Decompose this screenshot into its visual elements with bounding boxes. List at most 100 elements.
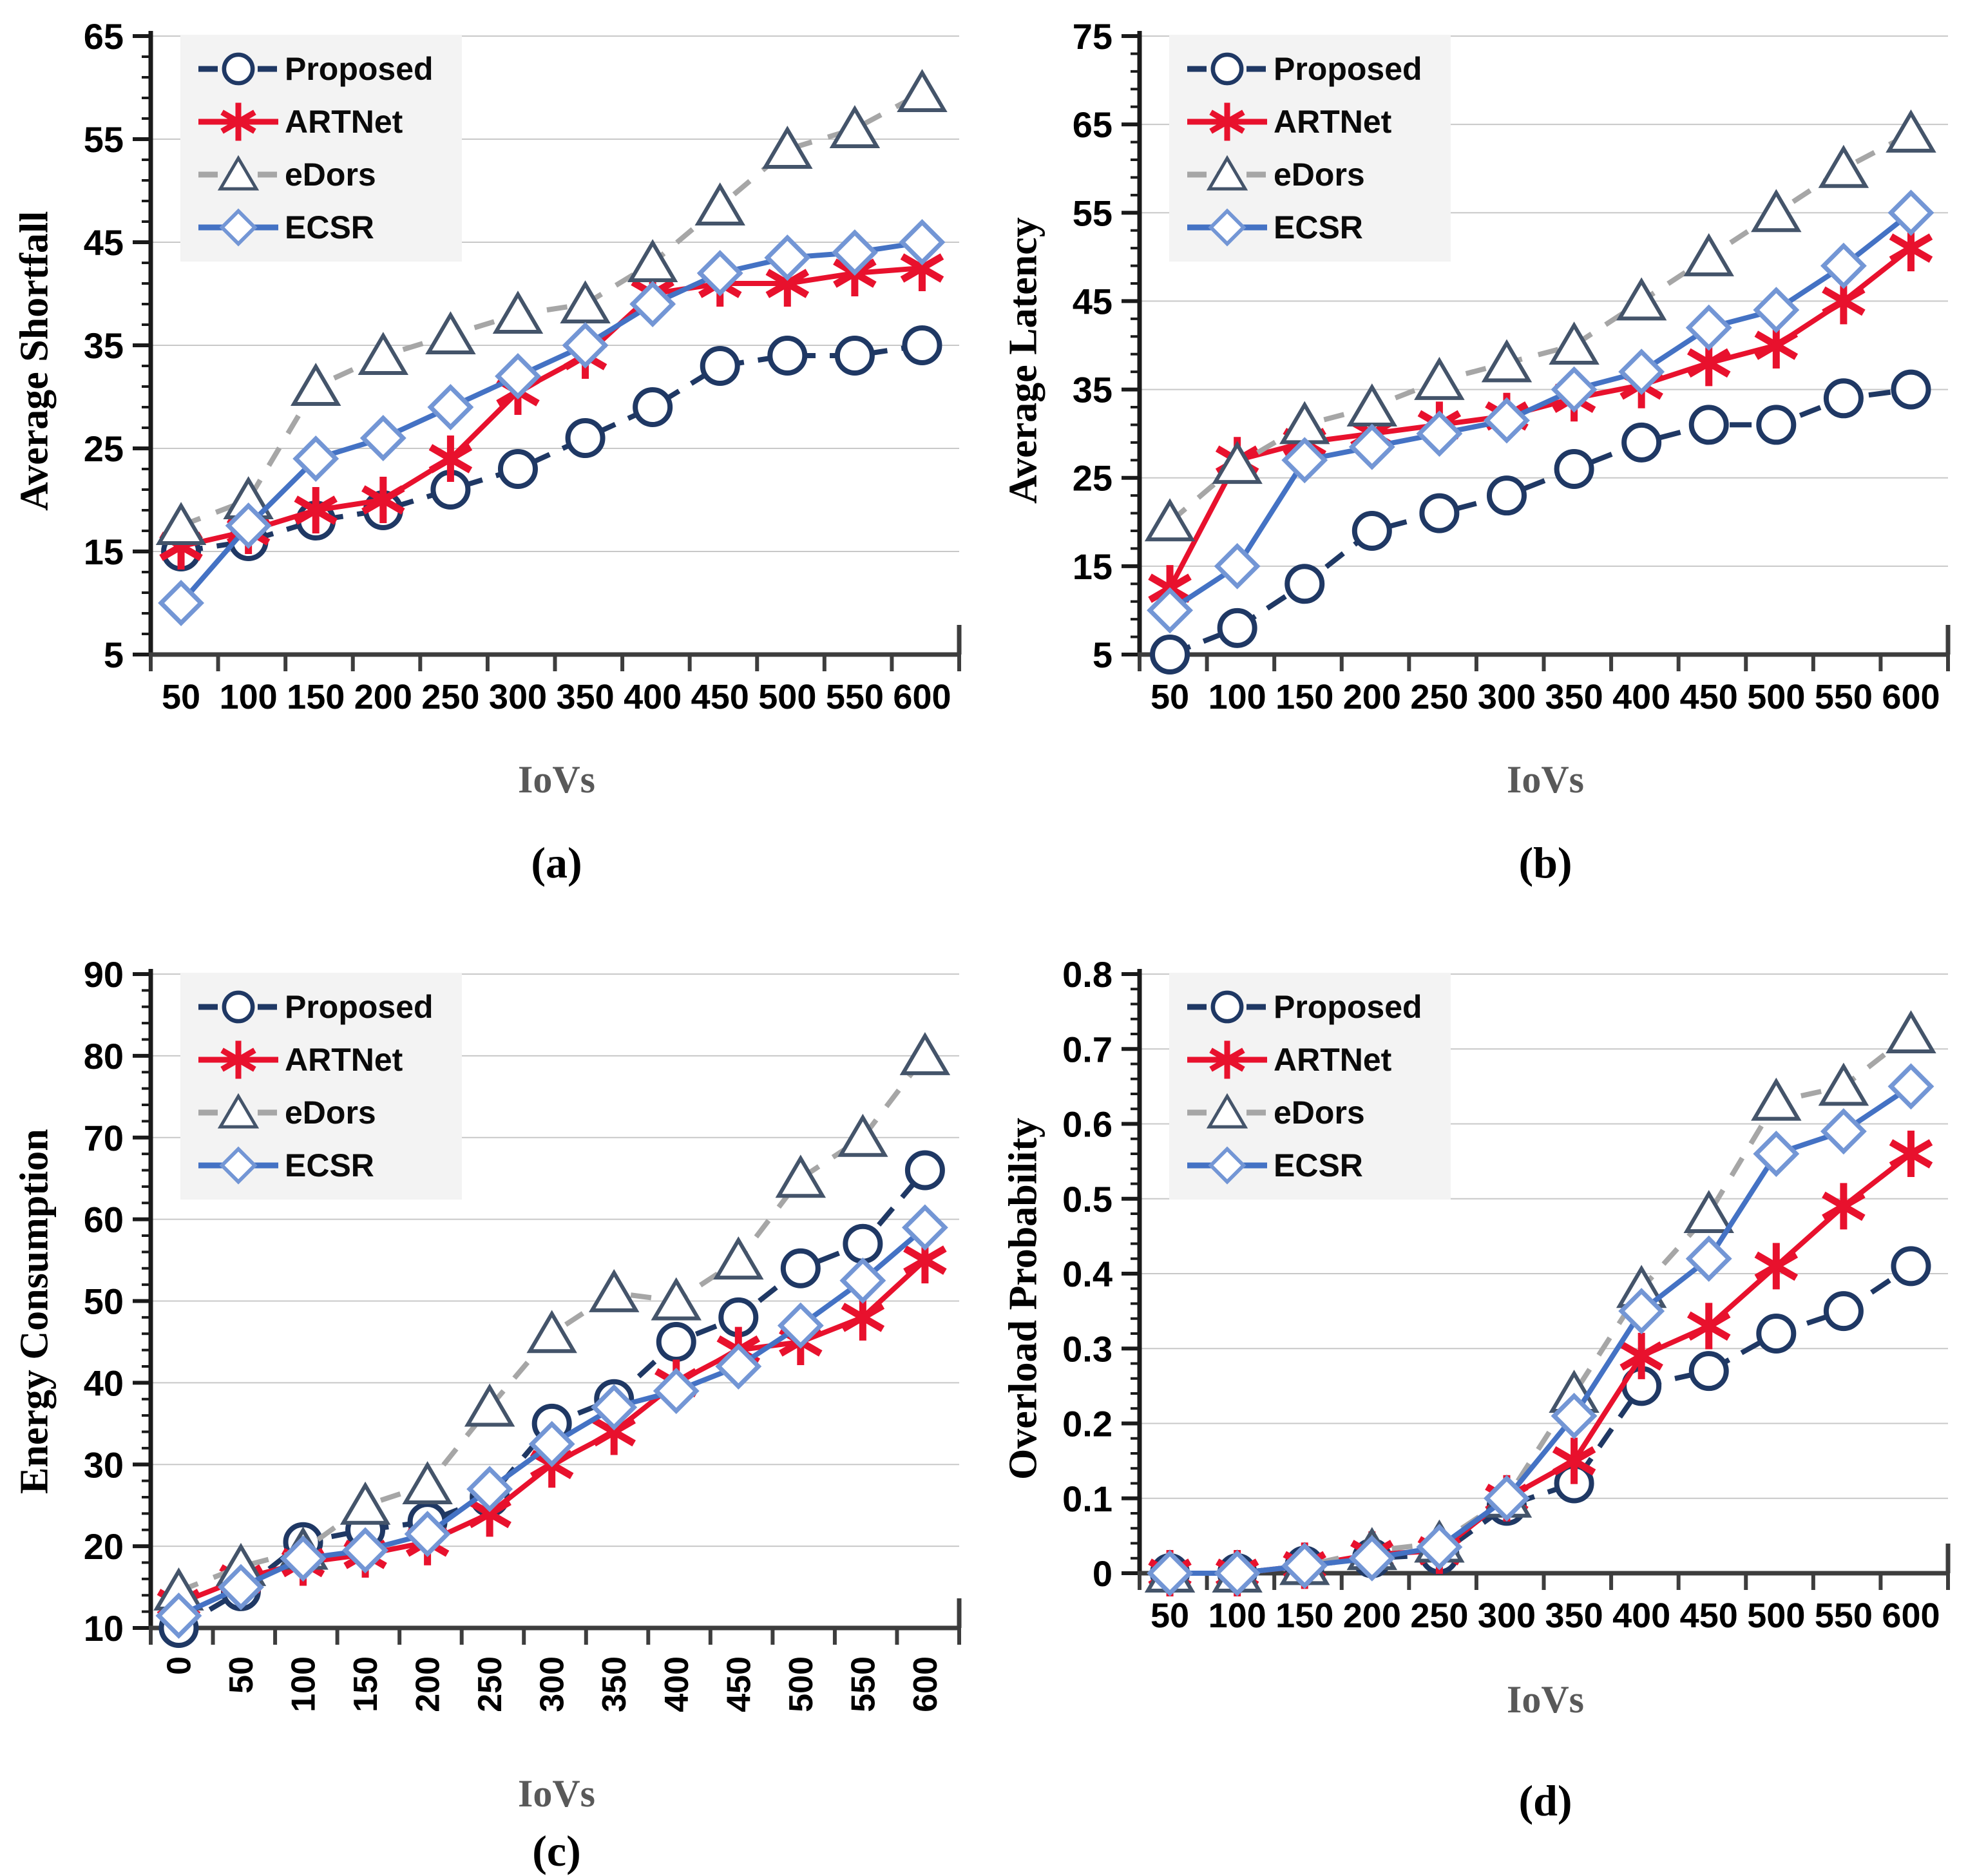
series-Proposed xyxy=(1150,369,1931,675)
svg-text:400: 400 xyxy=(1612,678,1670,716)
legend-item-ARTNet: ARTNet xyxy=(1186,1040,1422,1079)
svg-text:350: 350 xyxy=(1545,678,1603,716)
svg-text:25: 25 xyxy=(84,428,124,469)
legend-label: ARTNet xyxy=(285,1042,403,1078)
legend-label: ECSR xyxy=(1274,1147,1363,1183)
series-ECSR xyxy=(158,219,946,626)
svg-text:450: 450 xyxy=(691,678,749,716)
legend-item-ARTNet: ARTNet xyxy=(197,102,434,141)
legend-item-eDors: eDors xyxy=(197,1093,434,1131)
svg-text:150: 150 xyxy=(287,678,345,716)
chart-canvas: 5 15 25 35 45 55 65 75 50 100 150 200 250 300 350 400 45… xyxy=(1073,16,1951,716)
svg-text:250: 250 xyxy=(1410,1596,1468,1635)
series-eDors xyxy=(1144,109,1936,542)
svg-text:500: 500 xyxy=(758,678,816,716)
svg-text:70: 70 xyxy=(84,1118,124,1158)
axes xyxy=(133,31,962,671)
subplot-caption: (b) xyxy=(1518,838,1572,887)
svg-text:55: 55 xyxy=(84,119,124,160)
svg-text:350: 350 xyxy=(596,1656,633,1712)
legend-diamond-icon xyxy=(1187,208,1267,247)
legend-circle-icon xyxy=(198,52,278,86)
legend-diamond-icon xyxy=(198,208,278,247)
svg-text:25: 25 xyxy=(1073,458,1113,499)
svg-text:0.3: 0.3 xyxy=(1062,1328,1113,1369)
subplot-caption: (c) xyxy=(532,1826,581,1875)
svg-text:300: 300 xyxy=(489,678,547,716)
svg-text:50: 50 xyxy=(162,678,200,716)
legend-asterisk-icon xyxy=(1187,102,1267,141)
legend-item-Proposed: Proposed xyxy=(197,988,434,1026)
subplot-caption: (a) xyxy=(531,838,582,887)
svg-text:0.4: 0.4 xyxy=(1062,1254,1113,1294)
svg-text:200: 200 xyxy=(1343,678,1401,716)
legend-item-Proposed: Proposed xyxy=(1186,50,1422,88)
svg-text:100: 100 xyxy=(1208,678,1266,716)
legend-label: ARTNet xyxy=(1274,1042,1392,1078)
legend: Proposed ARTNet eDors ECSR xyxy=(180,973,462,1200)
plot-area: 0 0.1 0.2 0.3 0.4 0.5 0.6 0.7 0.8 50 100 150 200 250 3… xyxy=(1043,942,1977,1644)
legend-triangle-icon xyxy=(1187,1093,1267,1129)
series-Proposed xyxy=(1150,1246,1931,1593)
tick-labels: 5 15 25 35 45 55 65 75 50 100 150 200 250 300 350 400 45… xyxy=(1073,16,1940,716)
legend: Proposed ARTNet eDors ECSR xyxy=(180,35,462,262)
legend-label: Proposed xyxy=(1274,51,1422,87)
svg-text:450: 450 xyxy=(720,1656,758,1712)
svg-text:400: 400 xyxy=(658,1656,696,1712)
svg-text:90: 90 xyxy=(84,954,124,995)
legend-triangle-icon xyxy=(198,1093,278,1129)
legend-item-eDors: eDors xyxy=(1186,155,1422,193)
legend-asterisk-icon xyxy=(1187,1040,1267,1079)
svg-text:250: 250 xyxy=(472,1656,509,1712)
subplot-caption: (d) xyxy=(1518,1776,1572,1825)
legend-item-ARTNet: ARTNet xyxy=(197,1040,434,1079)
axes xyxy=(1122,31,1951,671)
legend-asterisk-icon xyxy=(198,1040,278,1079)
svg-text:550: 550 xyxy=(826,678,884,716)
legend-circle-icon xyxy=(1187,52,1267,86)
plot-area: 10 20 30 40 50 60 70 80 90 0 50 100 150 200 250 300 350 4… xyxy=(54,942,988,1766)
legend-item-eDors: eDors xyxy=(1186,1093,1422,1131)
legend-label: ECSR xyxy=(285,1147,374,1183)
legend-label: ECSR xyxy=(285,209,374,245)
svg-text:150: 150 xyxy=(1275,678,1333,716)
svg-text:0.8: 0.8 xyxy=(1062,954,1113,995)
legend-circle-icon xyxy=(1187,990,1267,1024)
legend-label: Proposed xyxy=(1274,989,1422,1025)
tick-labels: 10 20 30 40 50 60 70 80 90 0 50 100 150 200 250 300 350 4… xyxy=(84,954,944,1712)
svg-text:0: 0 xyxy=(160,1656,198,1675)
svg-text:5: 5 xyxy=(104,635,124,675)
series-ECSR xyxy=(1147,1063,1934,1596)
svg-text:45: 45 xyxy=(84,222,124,263)
axes xyxy=(1122,969,1951,1590)
svg-text:65: 65 xyxy=(84,16,124,57)
svg-text:0: 0 xyxy=(1093,1553,1113,1594)
svg-text:50: 50 xyxy=(1151,678,1189,716)
svg-text:50: 50 xyxy=(84,1281,124,1322)
svg-text:35: 35 xyxy=(1073,370,1113,410)
svg-text:0.6: 0.6 xyxy=(1062,1104,1113,1145)
axes xyxy=(133,969,962,1645)
legend-diamond-icon xyxy=(1187,1146,1267,1185)
legend-item-ECSR: ECSR xyxy=(1186,1146,1422,1185)
svg-text:100: 100 xyxy=(1208,1596,1266,1635)
svg-text:400: 400 xyxy=(1612,1596,1670,1635)
svg-text:20: 20 xyxy=(84,1526,124,1567)
svg-text:80: 80 xyxy=(84,1036,124,1077)
series-eDors xyxy=(155,69,948,545)
legend-label: eDors xyxy=(1274,157,1365,193)
svg-text:150: 150 xyxy=(1275,1596,1333,1635)
svg-text:0.7: 0.7 xyxy=(1062,1029,1113,1069)
svg-text:65: 65 xyxy=(1073,104,1113,145)
svg-text:150: 150 xyxy=(347,1656,385,1712)
legend-circle-icon xyxy=(198,990,278,1024)
svg-text:350: 350 xyxy=(557,678,615,716)
legend: Proposed ARTNet eDors ECSR xyxy=(1169,973,1451,1200)
svg-text:55: 55 xyxy=(1073,193,1113,233)
svg-text:350: 350 xyxy=(1545,1596,1603,1635)
svg-text:300: 300 xyxy=(1478,1596,1536,1635)
svg-text:550: 550 xyxy=(1815,1596,1873,1635)
svg-text:550: 550 xyxy=(845,1656,882,1712)
